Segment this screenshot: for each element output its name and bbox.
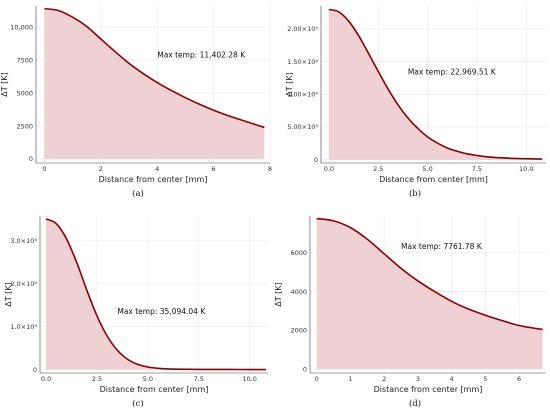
chart-panel-c: 0.0 2.5 5.0 7.5 10.0 0 1.0×10⁴ 2.0×10⁴ 3.0×10⁴ Di… [4,216,268,409]
x-tick-label: 5.0 [422,165,432,173]
panel-caption: (b) [409,188,421,199]
chart-panel-b: 0.0 2.5 5.0 7.5 10.0 0 5.00×10³ 1.00×10⁴ 1.50×10… [285,6,546,199]
max-temp-annotation: Max temp: 35,094.04 K [117,307,206,316]
x-tick-label: 4 [155,165,159,173]
x-tick-label: 8 [268,165,272,173]
series-line [45,218,266,371]
x-axis-label: Distance from center [mm] [374,385,483,394]
x-tick-label: 6 [517,375,521,383]
series-line [44,7,265,129]
panel-caption: (a) [132,188,144,199]
max-temp-annotation: Max temp: 22,969.51 K [408,68,497,77]
y-tick-label: 2.00×10⁴ [287,25,318,33]
x-tick-label: 2 [382,375,386,383]
y-tick-label: 4000 [290,288,307,296]
y-axis-label: ΔT [K] [4,282,13,306]
x-tick-label: 0 [315,375,319,383]
x-tick-label: 0 [42,165,46,173]
max-temp-annotation: Max temp: 11,402.28 K [157,50,246,59]
chart-panel-d: 0 1 2 3 4 5 6 0 2000 4000 6000 Distance from center… [274,216,546,409]
x-tick-label: 7.5 [472,165,482,173]
x-tick-label: 10.0 [242,375,256,383]
x-tick-label: 5.0 [143,375,153,383]
x-tick-label: 10.0 [519,165,533,173]
y-tick-label: 10,000 [10,23,33,31]
chart-panel-a: 0 2 4 6 8 0 2500 5000 7500 10,000 Distance from ce… [0,6,272,199]
y-tick-label: 2.0×10⁴ [10,280,37,288]
y-tick-label: 2500 [16,122,33,130]
y-tick-label: 6000 [290,249,307,257]
x-tick-label: 4 [450,375,454,383]
series-line [328,8,543,160]
y-tick-label: 7500 [16,56,33,64]
series-area [46,219,266,370]
x-tick-label: 3 [416,375,420,383]
y-tick-label: 1.50×10⁴ [287,58,318,66]
max-temp-annotation: Max temp: 7761.78 K [401,242,483,251]
y-tick-label: 0 [303,365,307,373]
y-axis-label: ΔT [K] [274,282,283,306]
x-tick-label: 5 [483,375,487,383]
y-tick-label: 5.00×10³ [287,123,318,131]
y-tick-label: 0 [33,366,37,374]
y-tick-label: 5000 [16,89,33,97]
series-area [316,218,543,370]
y-tick-label: 3.0×10⁴ [10,237,37,245]
y-tick-label: 1.0×10⁴ [10,323,37,331]
y-tick-label: 1.00×10⁴ [287,91,318,99]
x-axis-label: Distance from center [mm] [379,175,488,184]
y-tick-label: 0 [29,155,33,163]
y-tick-label: 0 [314,156,318,164]
x-tick-label: 2 [99,165,103,173]
x-tick-label: 1 [348,375,352,383]
x-tick-label: 0.0 [324,165,334,173]
panel-caption: (c) [132,398,143,409]
x-axis-label: Distance from center [mm] [99,175,208,184]
x-tick-label: 7.5 [194,375,204,383]
y-tick-label: 2000 [290,327,307,335]
series-line [316,217,543,331]
x-tick-label: 2.5 [373,165,383,173]
series-area [328,9,543,160]
x-axis-label: Distance from center [mm] [100,385,209,394]
y-axis-label: ΔT [K] [0,72,9,96]
x-tick-label: 0.0 [41,375,51,383]
y-axis-label: ΔT [K] [285,72,294,96]
panel-caption: (d) [409,398,421,409]
x-tick-label: 6 [212,165,216,173]
series-area [44,8,265,160]
x-tick-label: 2.5 [92,375,102,383]
